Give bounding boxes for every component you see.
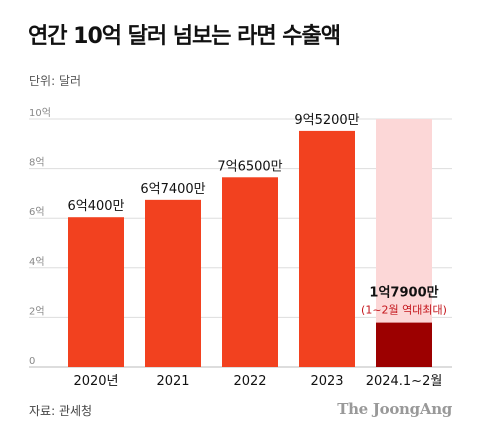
data-label: 7억6500만 — [217, 159, 282, 174]
y-tick-label: 4억 — [29, 256, 45, 268]
data-label: 9억5200만 — [294, 113, 359, 128]
data-sub-label: (1~2월 역대최대) — [361, 304, 447, 317]
bar — [145, 199, 201, 367]
x-tick-label: 2021 — [156, 374, 189, 389]
data-label: 1억7900만 — [369, 285, 438, 301]
bar — [299, 130, 355, 367]
data-label: 6억400만 — [67, 199, 124, 214]
x-tick-label: 2023 — [310, 374, 343, 389]
bar-chart: 0 2억 4억 6억 8억 10억 6억400만 2020년 6억7400만 2021 7억6500… — [29, 107, 452, 389]
unit-label: 단위: 달러 — [29, 74, 82, 88]
x-tick-label: 2022 — [233, 374, 266, 389]
data-label: 6억7400만 — [140, 182, 205, 197]
bar — [68, 217, 124, 367]
y-tick-label: 2억 — [29, 305, 45, 317]
x-tick-label: 2020년 — [73, 374, 118, 389]
y-tick-label: 6억 — [29, 206, 45, 218]
bar — [222, 177, 278, 367]
y-tick-label: 10억 — [29, 107, 51, 119]
chart-title: 연간 10억 달러 넘보는 라면 수출액 — [28, 24, 341, 49]
bar — [376, 322, 432, 367]
brand-logo: The JoongAng — [337, 400, 452, 418]
y-tick-label: 0 — [29, 356, 35, 367]
source-note: 자료: 관세청 — [29, 404, 93, 418]
y-tick-label: 8억 — [29, 157, 45, 169]
x-tick-label: 2024.1~2월 — [366, 374, 443, 389]
